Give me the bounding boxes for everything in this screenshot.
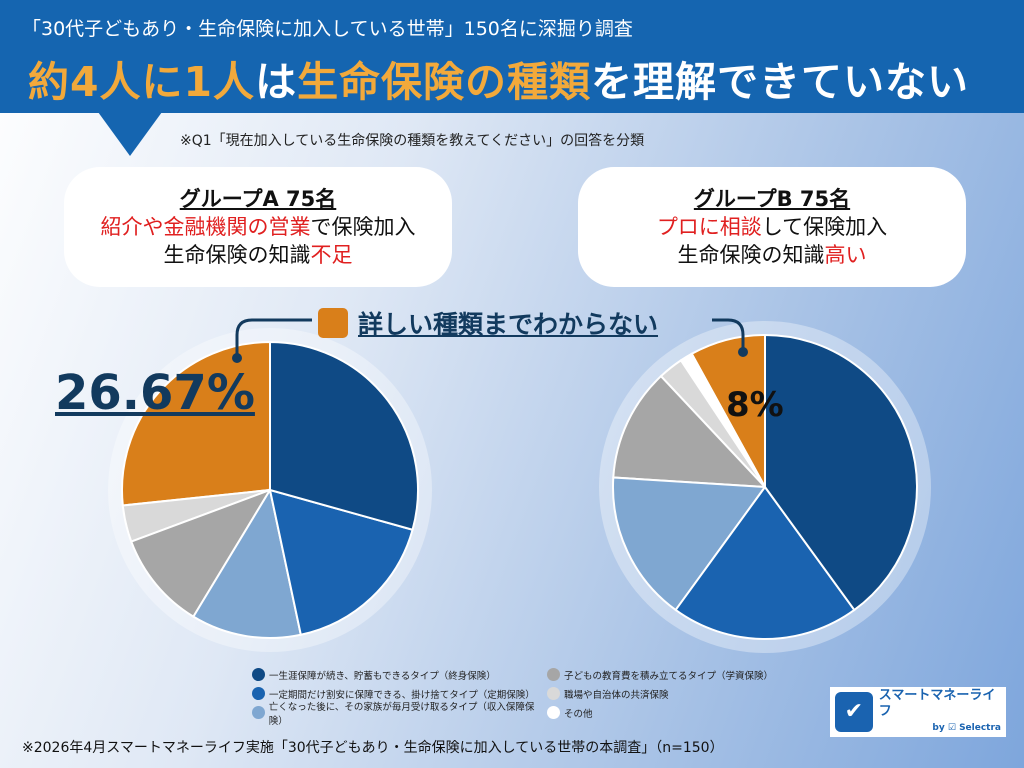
pie-slice xyxy=(130,488,273,618)
group-b-title: グループB 75名 xyxy=(693,187,851,211)
legend-item: 一定期間だけ割安に保障できる、掛け捨てタイプ（定期保険） xyxy=(252,686,547,701)
legend-item: 職場や自治体の共済保険 xyxy=(547,686,772,701)
legend-swatch xyxy=(547,687,560,700)
title-highlight-2: 生命保険の種類 xyxy=(297,58,592,106)
callout-line-b xyxy=(712,318,745,350)
legend-label: 一定期間だけ割安に保障できる、掛け捨てタイプ（定期保険） xyxy=(269,689,535,701)
group-b-card: グループB 75名 プロに相談して保険加入 生命保険の知識高い xyxy=(578,167,966,287)
legend-label: 職場や自治体の共済保険 xyxy=(564,689,669,701)
legend-item: 一生涯保障が続き、貯蓄もできるタイプ（終身保険） xyxy=(252,667,547,682)
pie-slice xyxy=(269,340,419,532)
group-b-line2: 生命保険の知識 xyxy=(677,243,825,267)
group-a-percentage: 26.67% xyxy=(55,365,255,421)
legend-item: 子どもの教育費を積み立てるタイプ（学資保険） xyxy=(547,667,773,682)
legend-label: 一生涯保障が続き、貯蓄もできるタイプ（終身保険） xyxy=(269,670,496,682)
pie-slice xyxy=(121,340,271,507)
group-b-line1: して保険加入 xyxy=(761,215,888,239)
pie-slice xyxy=(192,487,303,639)
legend-swatch xyxy=(547,706,560,719)
group-a-line1-red: 紹介や金融機関の営業 xyxy=(100,215,311,239)
group-a-line2-red: 不足 xyxy=(310,243,353,267)
pie-slice xyxy=(764,333,918,612)
title-highlight-1: 約4人に1人 xyxy=(28,58,256,106)
question-note: ※Q1「現在加入している生命保険の種類を教えてください」の回答を分類 xyxy=(180,133,645,149)
group-a-line2: 生命保険の知識 xyxy=(163,243,311,267)
header-notch xyxy=(98,112,162,156)
legend-label: 亡くなった後に、その家族が毎月受け取るタイプ（収入保障保険） xyxy=(268,701,535,727)
title-text-1: は xyxy=(255,58,298,106)
legend-item: その他 xyxy=(547,705,772,720)
header-banner: 「30代子どもあり・生命保険に加入している世帯」150名に深掘り調査 約4人に1… xyxy=(0,0,1024,113)
orange-swatch xyxy=(318,308,348,338)
pie-slice xyxy=(674,485,856,640)
group-a-card: グループA 75名 紹介や金融機関の営業で保険加入 生命保険の知識不足 xyxy=(64,167,452,287)
callout-line-a xyxy=(235,318,312,358)
callout-dot-b xyxy=(738,347,748,357)
page-title: 約4人に1人は生命保険の種類を理解できていない xyxy=(28,48,969,108)
legend-label: 子どもの教育費を積み立てるタイプ（学資保険） xyxy=(563,670,773,682)
pie-slice xyxy=(268,488,414,636)
subtitle: 「30代子どもあり・生命保険に加入している世帯」150名に深掘り調査 xyxy=(22,18,633,40)
group-a-line1: で保険加入 xyxy=(310,215,416,239)
footer-note: ※2026年4月スマートマネーライフ実施「30代子どもあり・生命保険に加入してい… xyxy=(22,740,724,756)
logo-by: by ☑ Selectra xyxy=(932,723,1001,733)
group-b-line2-red: 高い xyxy=(824,243,867,267)
legend-swatch xyxy=(252,687,265,700)
legend: 一生涯保障が続き、貯蓄もできるタイプ（終身保険） 子どもの教育費を積み立てるタイ… xyxy=(252,667,773,727)
piggy-bank-icon: ✔ xyxy=(835,692,873,732)
legend-swatch xyxy=(252,706,265,719)
logo: ✔ スマートマネーライフ by ☑ Selectra xyxy=(830,687,1006,737)
callout-text: 詳しい種類までわからない xyxy=(358,310,659,339)
title-text-2: を理解できていない xyxy=(591,58,970,106)
pie-slice xyxy=(612,476,767,612)
logo-name: スマートマネーライフ xyxy=(878,688,996,719)
pie-slice xyxy=(612,374,768,489)
legend-swatch xyxy=(547,668,560,681)
group-a-title: グループA 75名 xyxy=(179,187,337,211)
callout-label: 詳しい種類までわからない xyxy=(318,305,658,341)
group-b-percentage: 8% xyxy=(726,385,784,425)
legend-label: その他 xyxy=(564,708,593,720)
legend-item: 亡くなった後に、その家族が毎月受け取るタイプ（収入保障保険） xyxy=(252,702,547,727)
legend-swatch xyxy=(252,668,265,681)
callout-dot-a xyxy=(232,353,242,363)
group-b-line1-red: プロに相談 xyxy=(656,215,762,239)
